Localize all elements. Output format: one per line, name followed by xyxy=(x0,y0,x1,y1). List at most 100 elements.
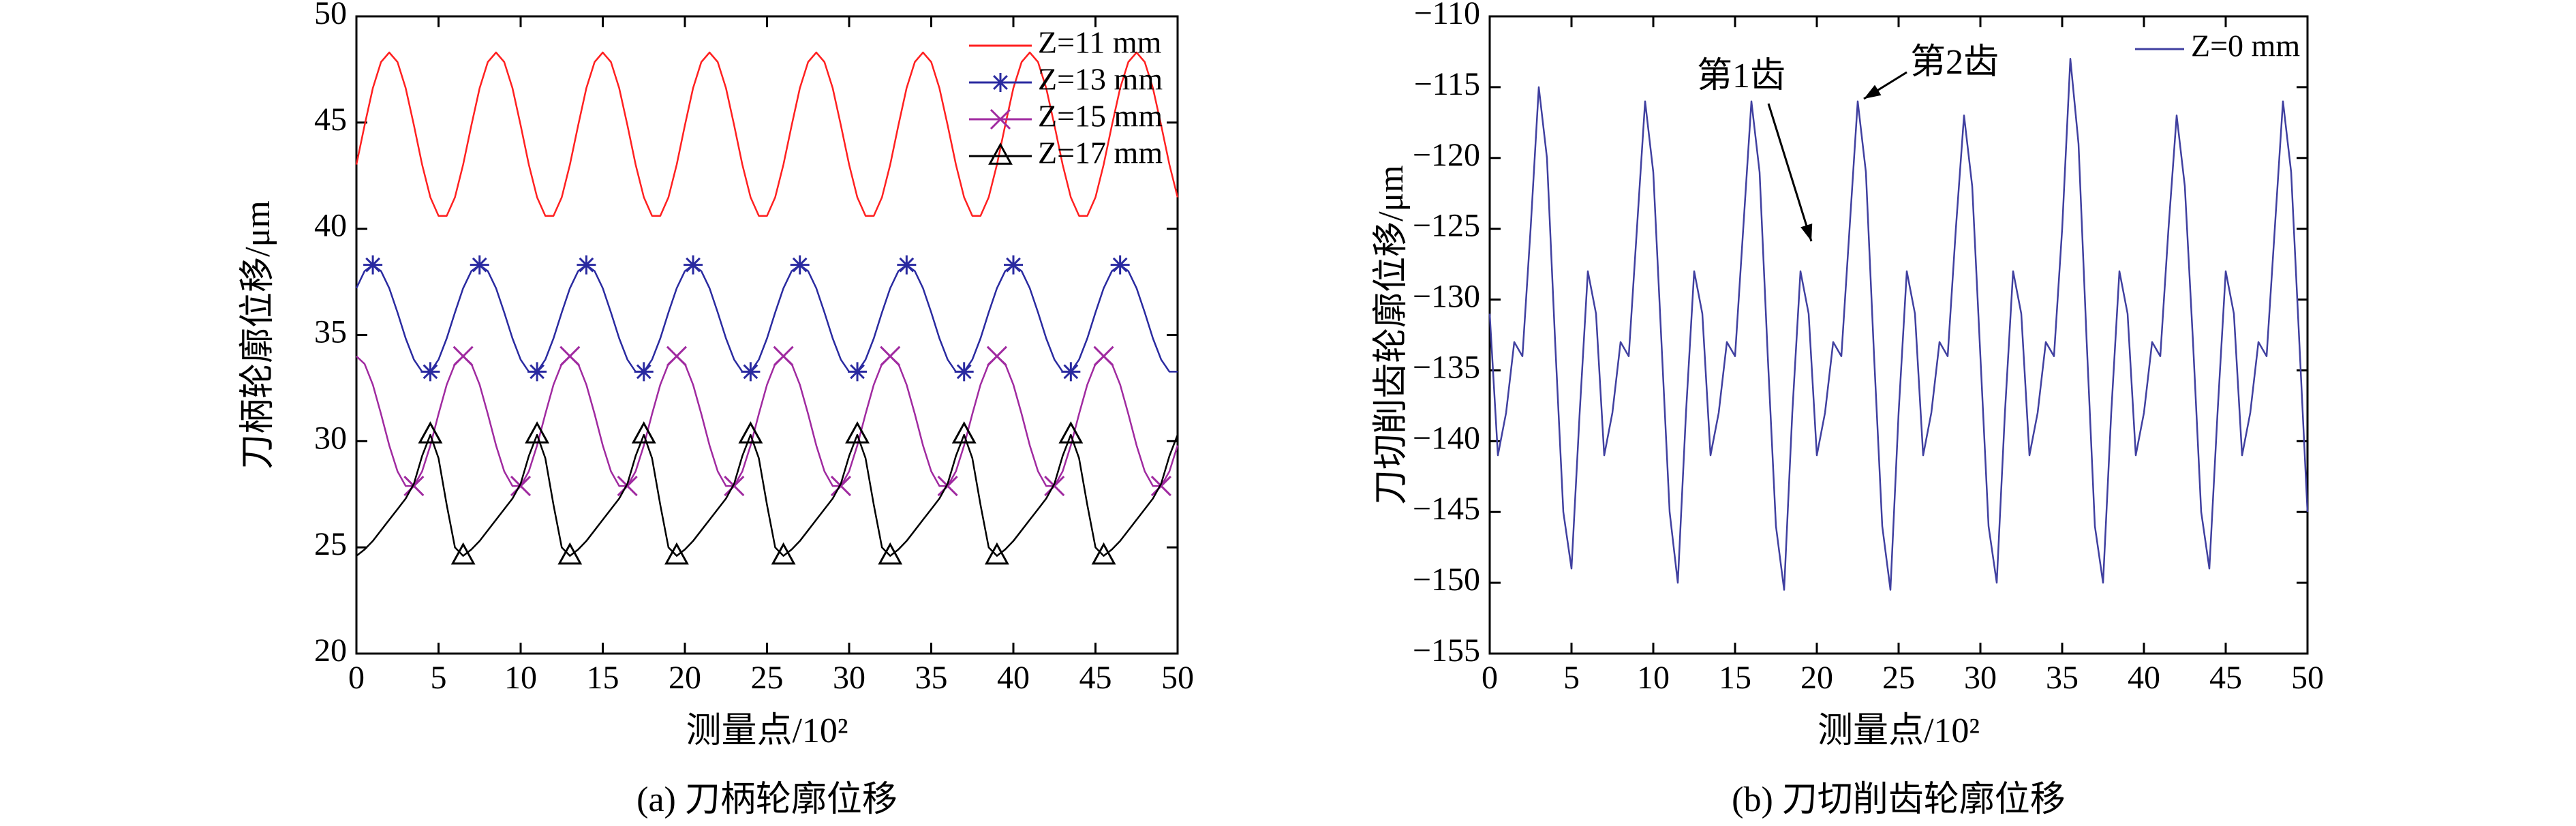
series-line xyxy=(356,433,1179,557)
annotation: 第2齿 xyxy=(1910,43,1999,82)
marker xyxy=(848,362,868,382)
marker xyxy=(771,542,796,565)
y-tick-label: −130 xyxy=(1413,279,1480,315)
marker xyxy=(1004,255,1023,275)
legend-label: Z=13 mm xyxy=(1038,62,1163,97)
marker xyxy=(525,421,550,444)
x-tick-label: 45 xyxy=(2209,660,2242,696)
x-tick-label: 50 xyxy=(1161,660,1194,696)
marker xyxy=(450,542,476,565)
arrow-head xyxy=(1864,85,1882,99)
marker xyxy=(741,362,761,382)
x-tick-label: 30 xyxy=(833,660,865,696)
marker xyxy=(470,255,489,275)
y-tick-label: 50 xyxy=(314,0,347,31)
annotation: 第1齿 xyxy=(1697,57,1785,95)
marker xyxy=(664,542,689,565)
marker xyxy=(986,346,1007,367)
marker xyxy=(880,346,901,367)
x-tick-label: 0 xyxy=(348,660,365,696)
legend-label: Z=0 mm xyxy=(2191,29,2300,63)
marker xyxy=(991,73,1010,92)
marker xyxy=(724,476,745,497)
marker xyxy=(420,362,440,382)
series-line xyxy=(356,355,1179,487)
y-tick-label: −140 xyxy=(1413,420,1480,456)
marker xyxy=(510,476,532,497)
marker xyxy=(773,346,794,367)
marker xyxy=(984,542,1009,565)
marker xyxy=(403,476,425,497)
x-tick-label: 40 xyxy=(2128,660,2160,696)
marker xyxy=(1061,362,1081,382)
x-tick-label: 15 xyxy=(587,660,619,696)
marker xyxy=(634,362,654,382)
marker xyxy=(954,362,974,382)
y-tick-label: 40 xyxy=(314,208,347,244)
caption: (b) 刀切削齿轮廓位移 xyxy=(1732,780,2066,819)
series-line xyxy=(1488,58,2309,591)
marker xyxy=(666,346,688,367)
x-tick-label: 20 xyxy=(1800,660,1833,696)
marker xyxy=(937,476,958,497)
caption: (a) 刀柄轮廓位移 xyxy=(637,780,898,819)
marker xyxy=(845,421,870,444)
annotation-arrow xyxy=(1767,103,1813,242)
axes-frame xyxy=(1488,15,2309,655)
y-tick-label: −125 xyxy=(1413,208,1480,244)
marker xyxy=(830,476,852,497)
marker xyxy=(878,542,903,565)
marker xyxy=(790,255,810,275)
x-tick-label: 10 xyxy=(1637,660,1670,696)
marker xyxy=(1150,476,1171,497)
marker xyxy=(617,476,638,497)
x-axis-label: 测量点/10² xyxy=(1818,712,1980,750)
marker xyxy=(684,255,703,275)
series-line xyxy=(355,264,1178,373)
marker xyxy=(1044,476,1065,497)
marker xyxy=(1110,255,1130,275)
y-tick-label: 35 xyxy=(314,314,347,350)
marker xyxy=(1093,346,1114,367)
marker xyxy=(527,362,547,382)
x-tick-label: 35 xyxy=(915,660,948,696)
legend-label: Z=15 mm xyxy=(1038,99,1163,134)
marker xyxy=(990,108,1011,130)
y-tick-label: 25 xyxy=(314,526,347,562)
legend-label: Z=17 mm xyxy=(1038,136,1163,170)
x-axis-label: 测量点/10² xyxy=(686,712,848,750)
series-line xyxy=(355,51,1179,217)
x-tick-label: 50 xyxy=(2291,660,2324,696)
marker xyxy=(559,346,581,367)
y-tick-label: −110 xyxy=(1414,0,1480,31)
marker xyxy=(951,421,977,444)
y-axis-label: 刀切削齿轮廓位移/μm xyxy=(1372,165,1411,505)
x-tick-label: 20 xyxy=(669,660,701,696)
marker xyxy=(453,346,474,367)
marker xyxy=(897,255,917,275)
y-tick-label: −135 xyxy=(1413,349,1480,385)
y-tick-label: −150 xyxy=(1413,562,1480,598)
marker xyxy=(988,142,1013,165)
y-axis-label: 刀柄轮廓位移/μm xyxy=(239,200,277,470)
y-tick-label: 30 xyxy=(314,420,347,456)
x-tick-label: 10 xyxy=(504,660,537,696)
x-tick-label: 45 xyxy=(1079,660,1112,696)
y-tick-label: −145 xyxy=(1413,491,1480,527)
y-tick-label: −120 xyxy=(1413,137,1480,173)
x-tick-label: 35 xyxy=(2046,660,2079,696)
x-tick-label: 40 xyxy=(997,660,1030,696)
marker xyxy=(1091,542,1116,565)
legend-label: Z=11 mm xyxy=(1038,25,1162,60)
marker xyxy=(557,542,583,565)
marker xyxy=(1058,421,1084,444)
x-tick-label: 25 xyxy=(751,660,784,696)
y-tick-label: 45 xyxy=(314,102,347,138)
x-tick-label: 5 xyxy=(431,660,447,696)
x-tick-label: 30 xyxy=(1964,660,1997,696)
marker xyxy=(738,421,763,444)
y-tick-label: 20 xyxy=(314,632,347,669)
arrow-head xyxy=(1800,224,1813,241)
x-tick-label: 25 xyxy=(1882,660,1915,696)
